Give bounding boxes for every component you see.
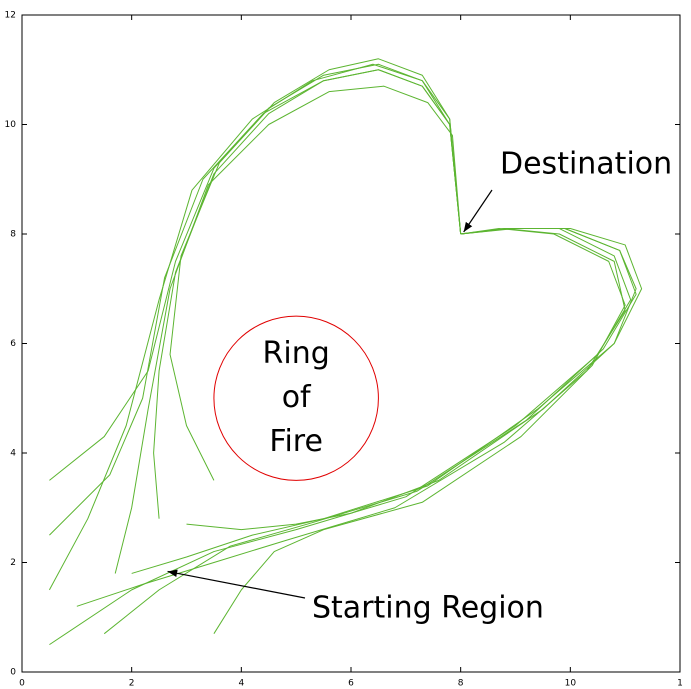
trajectory — [49, 63, 462, 481]
trajectory — [49, 69, 462, 536]
y-tick-label: 8 — [10, 230, 16, 240]
y-tick-label: 4 — [10, 449, 16, 459]
trajectory — [103, 228, 637, 635]
y-tick-label: 10 — [5, 120, 17, 130]
annotation-arrow — [463, 189, 493, 233]
x-tick-label: 1 — [677, 679, 683, 689]
x-tick-label: 6 — [348, 679, 354, 689]
annotation: Starting Region — [312, 591, 544, 626]
y-tick-label: 2 — [10, 558, 16, 568]
trajectory — [153, 69, 462, 519]
x-tick-label: 10 — [565, 679, 577, 689]
x-tick-label: 4 — [238, 679, 244, 689]
x-tick-label: 8 — [458, 679, 464, 689]
axes-box — [21, 14, 681, 673]
trajectory — [131, 228, 643, 574]
y-tick-label: 0 — [10, 668, 16, 678]
ring-label: Fire — [269, 424, 323, 459]
trajectory — [48, 63, 462, 591]
annotation-arrow — [167, 569, 306, 599]
y-tick-label: 6 — [10, 339, 16, 349]
trajectory — [169, 58, 462, 481]
trajectory — [76, 228, 626, 607]
y-tick-label: 12 — [5, 11, 16, 21]
trajectory — [213, 228, 626, 634]
x-tick-label: 0 — [19, 679, 25, 689]
ring-of-fire — [213, 315, 379, 481]
trajectory — [49, 228, 632, 646]
ring-label: of — [282, 380, 312, 415]
trajectory — [114, 85, 462, 574]
x-tick-label: 2 — [129, 679, 135, 689]
trajectory — [186, 228, 637, 531]
annotation: Destination — [500, 147, 672, 182]
ring-label: Ring — [263, 336, 330, 371]
